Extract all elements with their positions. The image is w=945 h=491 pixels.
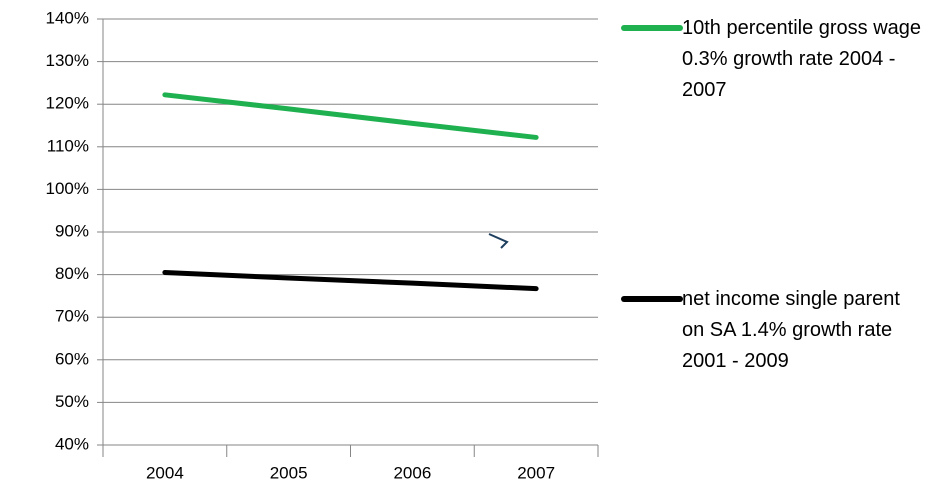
x-tick-label: 2005 [270,463,308,482]
series-line [162,92,539,140]
y-tick-label: 140% [46,8,89,27]
stray-mark [488,233,509,249]
x-tick-label: 2007 [517,463,555,482]
y-tick-label: 50% [55,392,89,411]
legend-label: 10th percentile gross wage 0.3% growth r… [682,17,922,101]
x-tick-label: 2006 [393,463,431,482]
y-tick-label: 130% [46,51,89,70]
y-tick-label: 40% [55,434,89,453]
y-tick-label: 110% [47,136,89,155]
y-tick-label: 80% [55,264,89,283]
y-tick-label: 120% [46,94,89,113]
y-tick-label: 100% [46,179,89,198]
y-tick-label: 90% [55,221,89,240]
series-line [162,269,539,292]
y-tick-label: 60% [55,349,89,368]
y-tick-label: 70% [55,307,89,326]
legend-label: net income single parent on SA 1.4% grow… [682,288,900,372]
x-tick-label: 2004 [146,463,184,482]
